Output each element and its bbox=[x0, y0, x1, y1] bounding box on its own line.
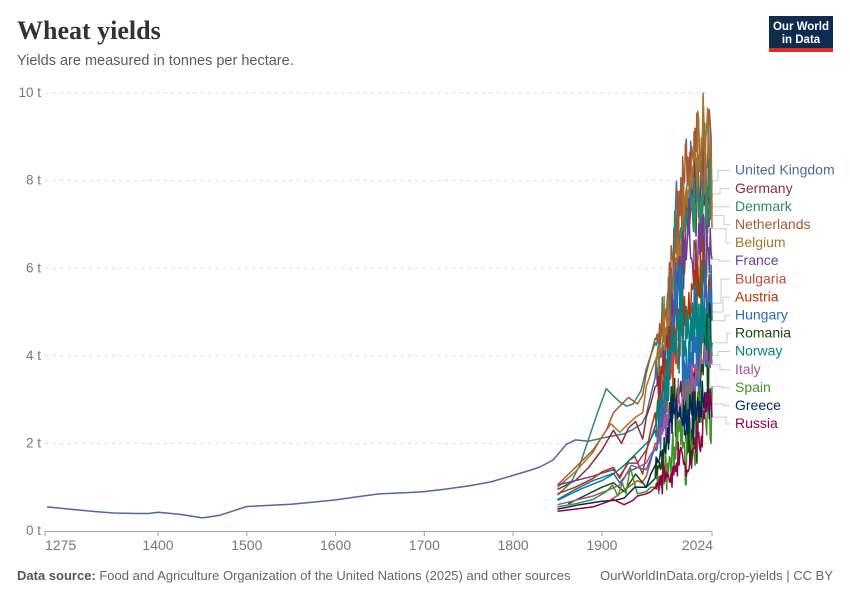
svg-text:Italy: Italy bbox=[735, 361, 761, 377]
svg-text:Netherlands: Netherlands bbox=[735, 216, 811, 232]
svg-text:4 t: 4 t bbox=[26, 348, 41, 363]
svg-text:Denmark: Denmark bbox=[735, 198, 793, 214]
svg-text:Germany: Germany bbox=[735, 180, 793, 196]
svg-text:Bulgaria: Bulgaria bbox=[735, 270, 787, 286]
svg-text:United Kingdom: United Kingdom bbox=[735, 162, 835, 178]
svg-text:1900: 1900 bbox=[586, 537, 617, 553]
svg-text:1600: 1600 bbox=[320, 537, 351, 553]
svg-text:0 t: 0 t bbox=[26, 523, 41, 538]
svg-text:1800: 1800 bbox=[498, 537, 529, 553]
svg-text:Spain: Spain bbox=[735, 379, 771, 395]
svg-text:1275: 1275 bbox=[45, 537, 76, 553]
svg-text:8 t: 8 t bbox=[26, 173, 41, 188]
svg-text:1500: 1500 bbox=[231, 537, 262, 553]
svg-text:2024: 2024 bbox=[682, 537, 713, 553]
svg-text:Norway: Norway bbox=[735, 343, 782, 359]
svg-text:Belgium: Belgium bbox=[735, 234, 786, 250]
svg-text:1400: 1400 bbox=[142, 537, 173, 553]
svg-text:Austria: Austria bbox=[735, 288, 779, 304]
svg-text:1700: 1700 bbox=[409, 537, 440, 553]
svg-text:Russia: Russia bbox=[735, 415, 778, 431]
svg-text:France: France bbox=[735, 252, 779, 268]
svg-text:Greece: Greece bbox=[735, 397, 781, 413]
svg-text:Romania: Romania bbox=[735, 325, 791, 341]
svg-text:Hungary: Hungary bbox=[735, 307, 788, 323]
svg-text:6 t: 6 t bbox=[26, 260, 41, 275]
svg-text:10 t: 10 t bbox=[18, 85, 41, 100]
svg-text:2 t: 2 t bbox=[26, 435, 41, 450]
